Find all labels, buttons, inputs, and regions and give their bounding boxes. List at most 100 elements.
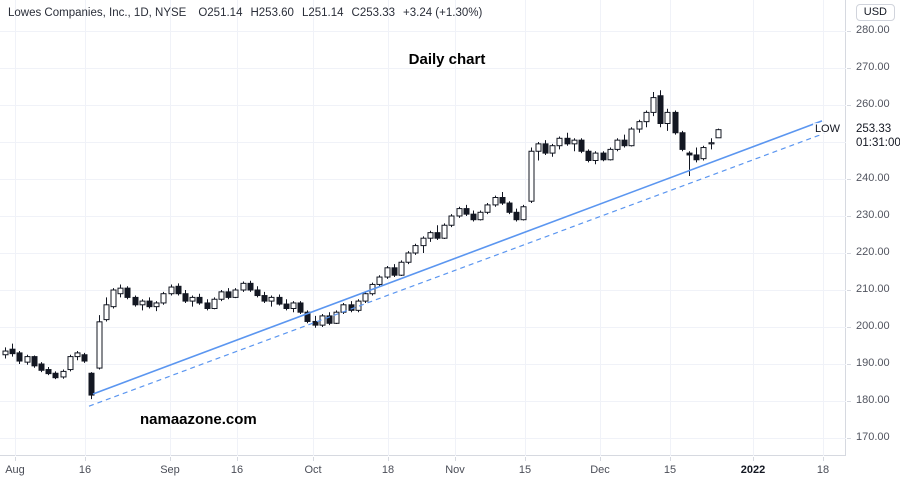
price-axis-label: 210.00 bbox=[856, 283, 890, 295]
time-axis-label: Sep bbox=[160, 464, 180, 476]
candle-body-up bbox=[614, 139, 621, 150]
candle-body-up bbox=[398, 261, 405, 276]
price-axis-label: 240.00 bbox=[856, 172, 890, 184]
candle-body-up bbox=[628, 128, 635, 147]
candle-body-up bbox=[492, 197, 499, 206]
symbol-title[interactable]: Lowes Companies, Inc., 1D, NYSE bbox=[8, 7, 187, 19]
time-axis[interactable]: Aug 16 Sep 16 Oct 18 Nov 15 Dec 15 2022 18 bbox=[0, 457, 846, 483]
candle-body-up bbox=[67, 356, 74, 371]
candle-body-up bbox=[74, 352, 81, 358]
price-axis-label: 180.00 bbox=[856, 394, 890, 406]
bar-countdown: 01:31:00 bbox=[856, 136, 900, 149]
candle-body-down bbox=[283, 303, 290, 309]
candle-body-up bbox=[160, 293, 167, 304]
candle-body-up bbox=[96, 321, 103, 369]
candle-body-up bbox=[412, 245, 419, 254]
price-axis-label: 230.00 bbox=[856, 209, 890, 221]
price-axis-tick bbox=[847, 327, 851, 328]
price-axis[interactable]: USD 253.33 01:31:00 280.00 270.00 260.00 24… bbox=[847, 0, 900, 456]
candle-body-down bbox=[261, 295, 268, 302]
candle-body-down bbox=[182, 293, 189, 302]
candle-body-up bbox=[60, 370, 67, 378]
time-axis-label: 15 bbox=[663, 464, 677, 476]
price-axis-label: 260.00 bbox=[856, 98, 890, 110]
candle-body-up bbox=[477, 211, 484, 221]
candle-body-down bbox=[686, 152, 693, 156]
candle-body-up bbox=[571, 139, 578, 145]
time-axis-tick bbox=[170, 457, 171, 461]
currency-badge[interactable]: USD bbox=[855, 4, 895, 21]
price-axis-label: 270.00 bbox=[856, 61, 890, 73]
candle-body-down bbox=[600, 152, 607, 161]
time-axis-label: Oct bbox=[304, 464, 322, 476]
candle-body-up bbox=[153, 302, 160, 308]
ohlc-readout: O251.14 H253.60 L251.14 C253.33 +3.24 (+1.30… bbox=[198, 7, 490, 19]
candle-body-down bbox=[499, 197, 506, 204]
candle-body-down bbox=[276, 296, 283, 305]
ohlc-value: L251.14 bbox=[301, 7, 344, 19]
price-axis-tick bbox=[847, 290, 851, 291]
price-axis-tick bbox=[847, 401, 851, 402]
candle-body-up bbox=[139, 300, 146, 306]
candle-body-down bbox=[196, 296, 203, 304]
time-axis-tick bbox=[753, 457, 754, 461]
chart-title-text: Daily chart bbox=[408, 51, 486, 68]
time-axis-tick bbox=[15, 457, 16, 461]
candle-body-down bbox=[297, 302, 304, 313]
candle-body-up bbox=[103, 304, 110, 321]
ohlc-value: C253.33 bbox=[351, 7, 396, 19]
candle-body-down bbox=[304, 311, 311, 322]
trendline-dashed[interactable] bbox=[88, 132, 826, 407]
time-axis-label: 18 bbox=[381, 464, 395, 476]
candle-body-up bbox=[24, 356, 31, 363]
candle-body-down bbox=[9, 348, 16, 355]
candle-body-up bbox=[528, 150, 535, 202]
candle-body-down bbox=[657, 95, 664, 124]
price-axis-label: 220.00 bbox=[856, 246, 890, 258]
candle-body-up bbox=[441, 224, 448, 239]
candle-body-up bbox=[448, 215, 455, 226]
candle-body-down bbox=[247, 282, 254, 291]
candle-body-down bbox=[204, 302, 211, 310]
time-axis-label: 16 bbox=[78, 464, 92, 476]
candle-body-up bbox=[715, 129, 722, 139]
candle-body-down bbox=[506, 202, 513, 213]
candle-body-down bbox=[621, 139, 628, 147]
ohlc-value: O251.14 bbox=[198, 7, 243, 19]
candle-body-up bbox=[636, 121, 643, 130]
chart-canvas[interactable]: Lowes Companies, Inc., 1D, NYSE O251.14 H2… bbox=[0, 0, 846, 456]
candle-body-up bbox=[384, 267, 391, 278]
candle-body-down bbox=[52, 372, 59, 379]
watermark-text: namaazone.com bbox=[140, 411, 257, 428]
candle-body-up bbox=[189, 296, 196, 302]
candle-body-down bbox=[542, 143, 549, 154]
candle-body-down bbox=[254, 289, 261, 297]
price-axis-label: 170.00 bbox=[856, 431, 890, 443]
candle-body-up bbox=[168, 286, 175, 295]
price-axis-tick bbox=[847, 438, 851, 439]
trendline-solid[interactable] bbox=[92, 120, 823, 395]
time-axis-label: 18 bbox=[816, 464, 830, 476]
candle-body-up bbox=[427, 232, 434, 239]
candle-body-up bbox=[362, 293, 369, 302]
price-axis-label: 200.00 bbox=[856, 320, 890, 332]
candle-body-up bbox=[708, 142, 715, 145]
price-axis-tick bbox=[847, 216, 851, 217]
time-axis-tick bbox=[455, 457, 456, 461]
candle-body-up bbox=[110, 289, 117, 308]
time-axis-tick bbox=[525, 457, 526, 461]
candle-body-down bbox=[146, 300, 153, 308]
candle-body-down bbox=[326, 315, 333, 324]
candle-body-down bbox=[88, 372, 95, 396]
candle-body-down bbox=[463, 208, 470, 215]
candle-body-down bbox=[225, 291, 232, 298]
time-axis-label: 2022 bbox=[740, 464, 766, 476]
candle-body-up bbox=[650, 97, 657, 113]
candle-body-down bbox=[578, 139, 585, 152]
ticker-price-tag: LOW bbox=[812, 122, 842, 135]
candle-body-up bbox=[484, 204, 491, 213]
candle-body-down bbox=[132, 296, 139, 306]
candle-body-up bbox=[607, 148, 614, 161]
candle-body-down bbox=[124, 287, 131, 298]
